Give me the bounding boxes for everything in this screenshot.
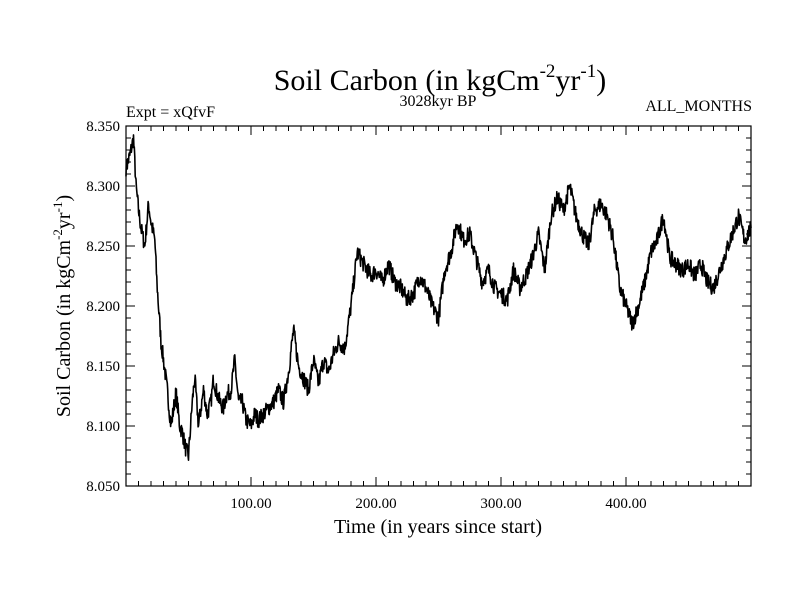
y-tick-label: 8.250 <box>86 239 120 255</box>
x-axis-label: Time (in years since start) <box>334 516 542 538</box>
x-tick-label: 300.00 <box>480 496 521 512</box>
ylabel-sup1: -2 <box>50 229 65 240</box>
subtitle-center: 3028kyr BP <box>400 93 477 110</box>
y-tick-label: 8.050 <box>86 479 120 495</box>
ylabel-sup2: -1 <box>50 202 65 213</box>
y-tick-labels: 8.050 8.100 8.150 8.200 8.250 8.300 8.350 <box>86 119 120 495</box>
title-end: ) <box>596 64 606 97</box>
y-tick-label: 8.100 <box>86 419 120 435</box>
y-axis-label: Soil Carbon (in kgCm-2yr-1) <box>50 195 75 417</box>
chart-title: Soil Carbon (in kgCm-2yr-1) <box>274 61 607 97</box>
subtitle-right: ALL_MONTHS <box>645 98 752 115</box>
x-tick-label: 400.00 <box>605 496 646 512</box>
ylabel-main: Soil Carbon (in kgCm <box>53 239 75 417</box>
y-tick-label: 8.300 <box>86 179 120 195</box>
title-mid: yr <box>555 64 580 97</box>
ylabel-mid: yr <box>53 212 75 229</box>
x-tick-label: 100.00 <box>230 496 271 512</box>
y-tick-label: 8.350 <box>86 119 120 135</box>
subtitle-left: Expt = xQfvF <box>126 104 215 121</box>
x-tick-label: 200.00 <box>355 496 396 512</box>
series-line-soil-carbon <box>125 134 752 461</box>
title-main: Soil Carbon (in kgCm <box>274 64 540 97</box>
x-tick-labels: 100.00 200.00 300.00 400.00 <box>230 496 646 512</box>
title-sup2: -1 <box>580 61 596 82</box>
y-tick-label: 8.150 <box>86 359 120 375</box>
title-sup1: -2 <box>540 61 556 82</box>
axis-ticks <box>126 126 751 486</box>
y-tick-label: 8.200 <box>86 299 120 315</box>
ylabel-end: ) <box>53 195 75 202</box>
